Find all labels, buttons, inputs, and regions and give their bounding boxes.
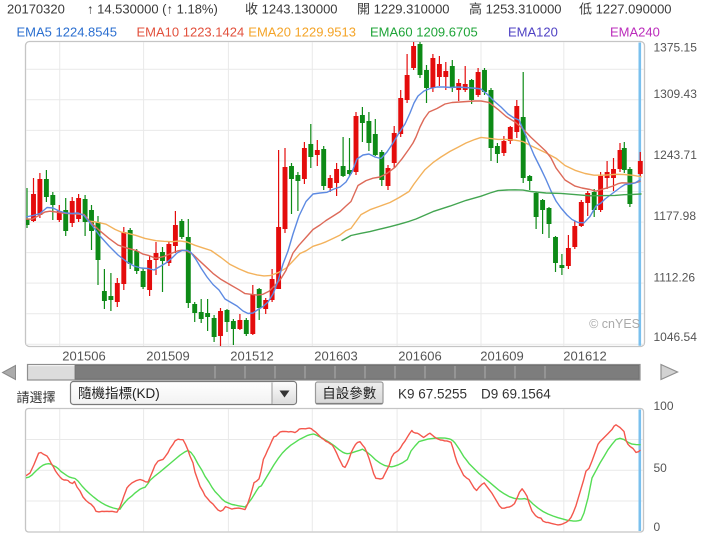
svg-text:1177.98: 1177.98 <box>654 209 697 223</box>
svg-text:1112.26: 1112.26 <box>654 270 696 284</box>
svg-text:低 1227.090000: 低 1227.090000 <box>579 2 672 17</box>
svg-text:EMA120: EMA120 <box>508 25 558 40</box>
svg-text:收 1243.130000: 收 1243.130000 <box>245 2 338 17</box>
svg-text:201512: 201512 <box>230 349 273 364</box>
svg-text:201603: 201603 <box>314 349 357 364</box>
svg-text:1243.71: 1243.71 <box>654 148 698 162</box>
svg-text:1375.15: 1375.15 <box>654 40 698 54</box>
svg-text:201606: 201606 <box>398 349 441 364</box>
svg-text:201612: 201612 <box>563 349 606 364</box>
svg-text:自設參數: 自設參數 <box>322 386 376 401</box>
svg-text:EMA20 1229.9513: EMA20 1229.9513 <box>248 25 356 40</box>
svg-text:EMA60 1209.6705: EMA60 1209.6705 <box>370 25 478 40</box>
svg-text:D9 69.1564: D9 69.1564 <box>481 387 551 402</box>
svg-text:1046.54: 1046.54 <box>654 330 698 344</box>
svg-text:20170320: 20170320 <box>7 2 65 17</box>
svg-text:隨機指標(KD): 隨機指標(KD) <box>78 386 160 401</box>
svg-text:EMA10 1223.1424: EMA10 1223.1424 <box>137 25 245 40</box>
svg-text:100: 100 <box>654 399 674 413</box>
svg-text:K9 67.5255: K9 67.5255 <box>398 387 467 402</box>
svg-text:© cnYES: © cnYES <box>589 317 640 331</box>
svg-text:↑ 14.530000 (↑ 1.18%): ↑ 14.530000 (↑ 1.18%) <box>87 2 218 17</box>
svg-text:1309.43: 1309.43 <box>654 87 698 101</box>
svg-text:201506: 201506 <box>62 349 105 364</box>
svg-text:EMA5 1224.8545: EMA5 1224.8545 <box>17 25 117 40</box>
svg-text:201509: 201509 <box>146 349 189 364</box>
svg-text:開 1229.310000: 開 1229.310000 <box>357 2 450 17</box>
svg-text:50: 50 <box>654 461 668 475</box>
svg-text:0: 0 <box>654 520 661 534</box>
svg-text:EMA240: EMA240 <box>610 25 660 40</box>
svg-text:201609: 201609 <box>480 349 523 364</box>
svg-text:請選擇: 請選擇 <box>17 390 56 405</box>
svg-text:高 1253.310000: 高 1253.310000 <box>469 2 562 17</box>
